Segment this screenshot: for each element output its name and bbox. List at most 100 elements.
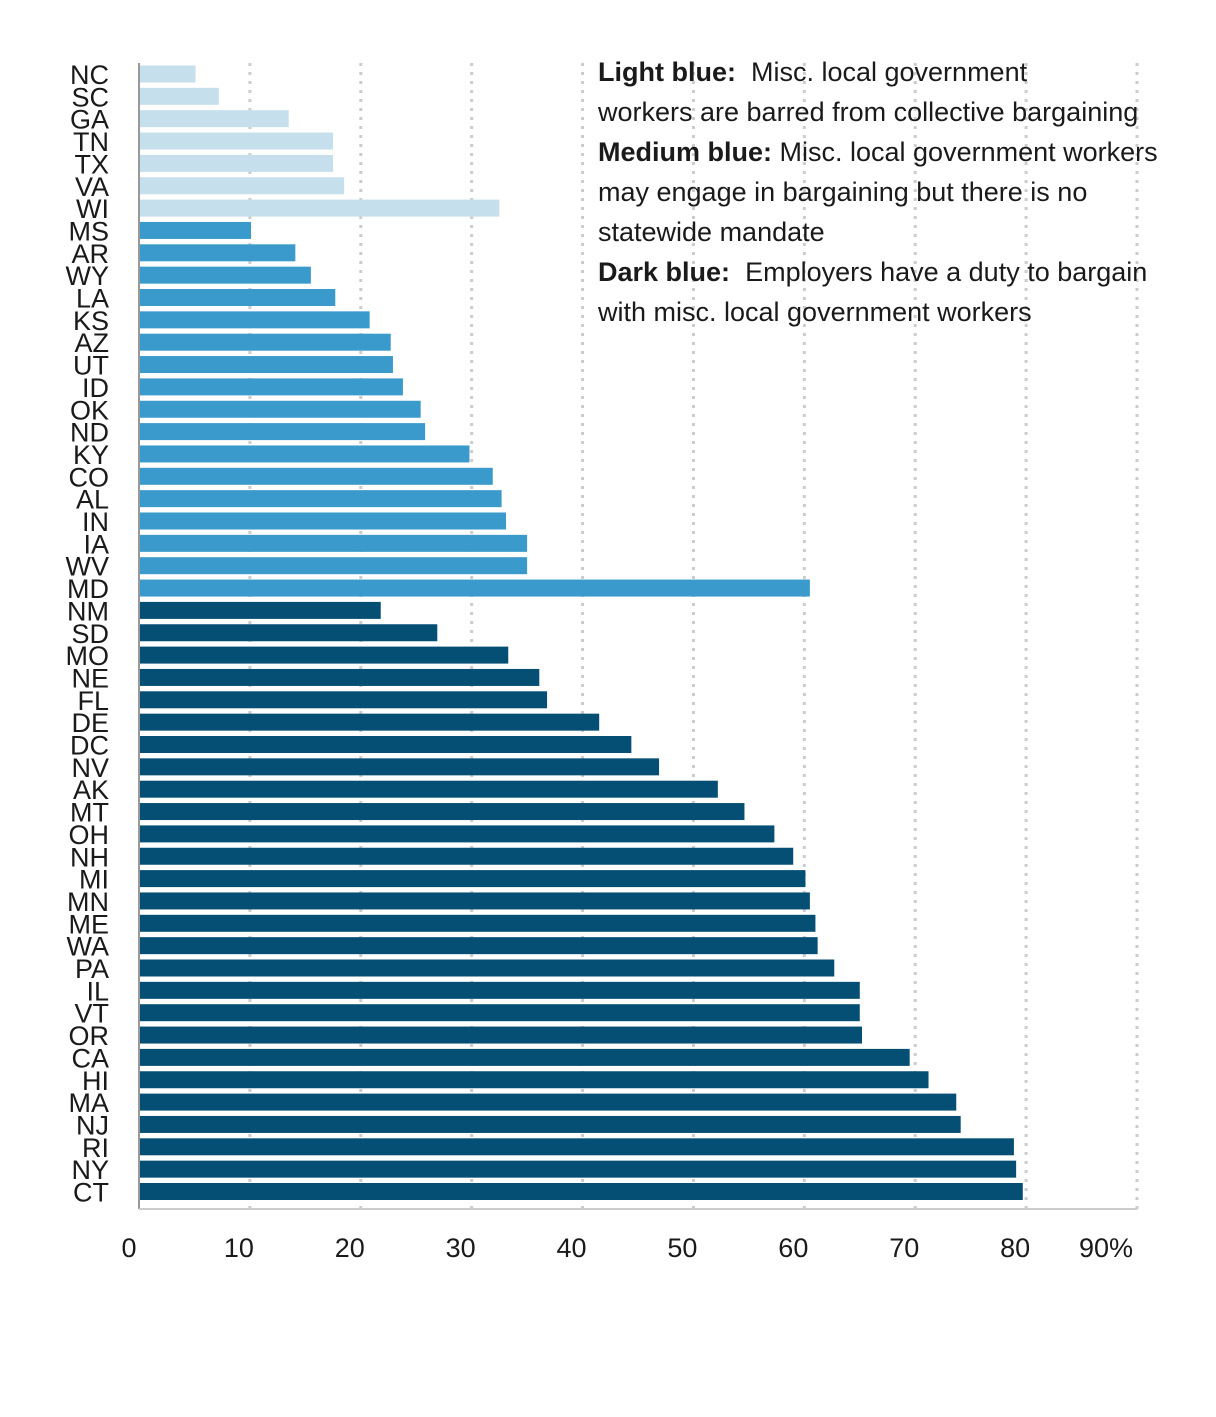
x-tick-label: 0	[121, 1233, 136, 1263]
bar	[140, 199, 500, 217]
state-label: WI	[76, 194, 109, 224]
bar	[140, 1183, 1023, 1200]
state-label: KY	[73, 440, 109, 470]
state-label: GA	[70, 105, 109, 135]
bar	[140, 154, 334, 172]
bar	[140, 803, 745, 821]
x-tick-label: 80	[1000, 1233, 1030, 1263]
bars	[140, 65, 1023, 1200]
state-label: NJ	[76, 1110, 109, 1140]
bar	[140, 490, 502, 508]
state-label: AZ	[74, 328, 109, 358]
x-tick-label: 30	[446, 1233, 476, 1263]
bar	[140, 758, 660, 776]
bar	[140, 557, 528, 575]
bar	[140, 847, 794, 865]
x-tick-label: 40	[557, 1233, 587, 1263]
state-label: NC	[70, 60, 109, 90]
bar	[140, 892, 810, 910]
state-label: MO	[66, 641, 110, 671]
bar	[140, 1115, 961, 1133]
legend-dark-label: Dark blue:	[598, 257, 731, 287]
legend: Light blue: Misc. local government worke…	[598, 52, 1176, 332]
state-label: SC	[71, 82, 109, 112]
bar	[140, 1071, 929, 1089]
state-label: IN	[82, 507, 109, 537]
state-label: OR	[69, 1021, 110, 1051]
state-label: NH	[70, 842, 109, 872]
legend-medium-label: Medium blue:	[598, 137, 772, 167]
bar	[140, 445, 470, 463]
state-label: SD	[71, 619, 109, 649]
state-label: MS	[69, 216, 110, 246]
legend-medium-line-1: Medium blue: Misc. local government work…	[598, 132, 1176, 172]
x-tick-label: 60	[778, 1233, 808, 1263]
legend-dark-line-1: Dark blue: Employers have a duty to barg…	[598, 252, 1176, 292]
legend-light-label: Light blue:	[598, 57, 736, 87]
state-label: KS	[73, 306, 109, 336]
x-tick-label: 90%	[1079, 1233, 1133, 1263]
state-label: RI	[82, 1133, 109, 1163]
bar	[140, 691, 548, 709]
state-label: UT	[73, 351, 109, 381]
bar	[140, 825, 775, 843]
legend-light-line-1: Light blue: Misc. local government	[598, 52, 1176, 92]
bar	[140, 333, 391, 351]
state-label: NE	[71, 663, 109, 693]
state-label: AL	[76, 485, 109, 515]
bar	[140, 512, 507, 530]
legend-medium-text-2: may engage in bargaining but there is no	[598, 177, 1088, 207]
bar	[140, 65, 196, 83]
legend-light-text-1: Misc. local government	[750, 57, 1028, 87]
x-tick-labels: 0 10 20 30 40 50 60 70 80 90%	[121, 1233, 1133, 1263]
bar	[140, 467, 493, 485]
bar	[140, 624, 438, 642]
bar	[140, 266, 311, 284]
legend-medium-text-3: statewide mandate	[598, 217, 825, 247]
state-label: TX	[74, 149, 109, 179]
state-label: MI	[79, 865, 109, 895]
bar	[140, 959, 835, 977]
state-label: MT	[70, 798, 109, 828]
state-label: OH	[69, 820, 110, 850]
state-label: NV	[71, 753, 109, 783]
state-label: OK	[70, 395, 109, 425]
bar	[140, 780, 718, 798]
bar	[140, 579, 810, 597]
state-label: MN	[67, 887, 109, 917]
bar	[140, 356, 393, 374]
bar	[140, 1026, 862, 1044]
bar	[140, 713, 600, 731]
x-tick-label: 10	[224, 1233, 254, 1263]
bar	[140, 914, 816, 932]
bar	[140, 423, 426, 441]
bar	[140, 1093, 957, 1111]
state-label: IL	[86, 976, 109, 1006]
bar	[140, 221, 251, 239]
state-labels: NCSCGATNTXVAWIMSARWYLAKSAZUTIDOKNDKYCOAL…	[66, 60, 110, 1208]
legend-dark-text-2: with misc. local government workers	[598, 297, 1032, 327]
state-label: DC	[70, 731, 109, 761]
bar	[140, 668, 540, 686]
state-label: AR	[71, 239, 109, 269]
bar	[140, 870, 806, 888]
bar	[140, 736, 632, 753]
bar	[140, 534, 528, 552]
x-tick-label: 50	[667, 1233, 697, 1263]
state-label: ND	[70, 418, 109, 448]
state-label: FL	[77, 686, 109, 716]
state-label: MA	[69, 1088, 110, 1118]
state-label: ME	[69, 909, 110, 939]
bar	[140, 132, 334, 150]
state-label: WY	[66, 261, 110, 291]
state-label: CO	[69, 462, 110, 492]
state-label: PA	[75, 954, 109, 984]
bar	[140, 981, 860, 999]
bar	[140, 1048, 910, 1066]
axes	[138, 63, 1137, 1210]
bar	[140, 1004, 860, 1022]
bar	[140, 110, 289, 128]
bar	[140, 244, 296, 262]
state-label: WA	[67, 932, 110, 962]
